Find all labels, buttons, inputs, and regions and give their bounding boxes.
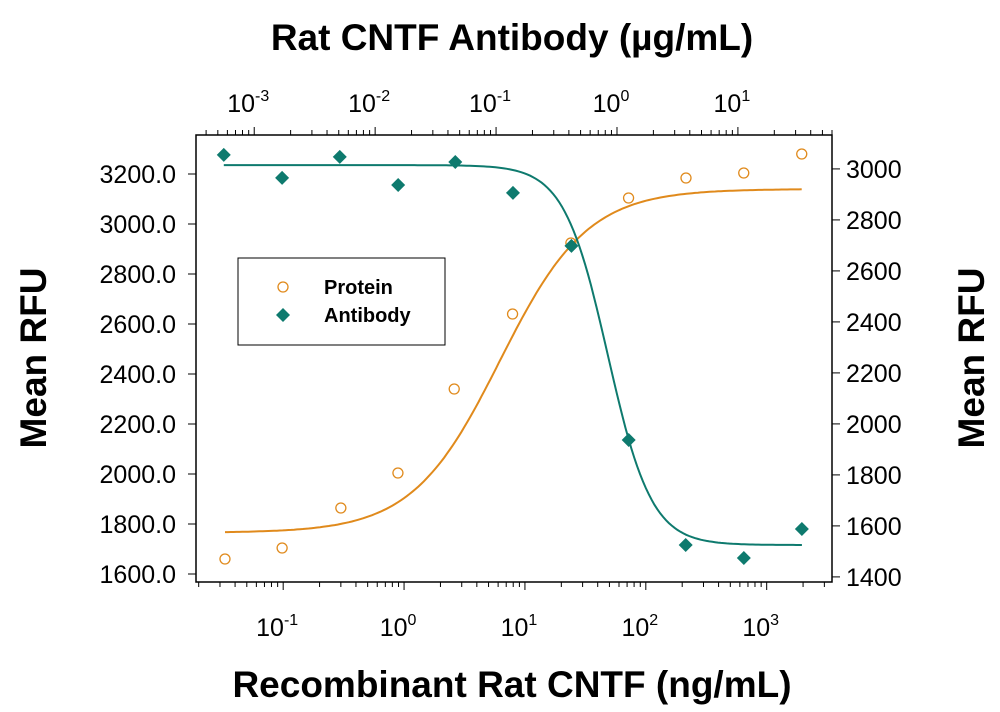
antibody-data-point xyxy=(391,177,406,192)
antibody-data-point xyxy=(505,185,520,200)
antibody-data-point xyxy=(794,521,809,536)
legend-protein-label: Protein xyxy=(324,277,393,299)
y2-axis-tick-label: 2200 xyxy=(846,360,902,388)
y2-axis-label: Mean RFU xyxy=(951,268,992,449)
x-axis-tick-label: 100 xyxy=(380,612,417,642)
antibody-data-point xyxy=(448,155,463,170)
y-axis-tick-label: 1600.0 xyxy=(100,561,176,589)
y2-axis-tick-label: 1400 xyxy=(846,564,902,592)
antibody-fit-curve xyxy=(223,164,802,546)
protein-data-point xyxy=(738,167,750,179)
y-axis-tick-label: 1800.0 xyxy=(100,511,176,539)
protein-data-point xyxy=(276,542,288,554)
protein-data-point xyxy=(448,383,460,395)
protein-data-point xyxy=(680,172,692,184)
y-axis-tick-label: 3000.0 xyxy=(100,211,176,239)
y2-axis-tick-label: 1800 xyxy=(846,462,902,490)
protein-data-point xyxy=(335,502,347,514)
antibody-data-point xyxy=(678,538,693,553)
x-axis-tick-label: 102 xyxy=(621,612,658,642)
x2-axis-tick-label: 10-1 xyxy=(469,88,511,118)
antibody-data-point xyxy=(564,238,579,253)
y2-axis-tick-label: 3000 xyxy=(846,156,902,184)
x2-axis-tick-label: 10-2 xyxy=(348,88,390,118)
y2-axis-tick-label: 2600 xyxy=(846,258,902,286)
legend-protein-marker xyxy=(277,281,289,293)
y-axis-tick-label: 2000.0 xyxy=(100,461,176,489)
antibody-data-point xyxy=(332,149,347,164)
protein-data-point xyxy=(622,192,635,204)
y2-axis-tick-label: 1600 xyxy=(846,513,902,541)
protein-data-point xyxy=(392,467,404,479)
y2-axis-tick-label: 2400 xyxy=(846,309,902,337)
protein-data-point xyxy=(219,553,231,565)
y2-axis-tick-label: 2800 xyxy=(846,207,902,235)
y-axis-tick-label: 2600.0 xyxy=(100,311,176,339)
x-axis-tick-label: 101 xyxy=(501,612,538,642)
antibody-data-point xyxy=(275,170,290,185)
x2-axis-tick-label: 101 xyxy=(714,88,751,118)
legend-antibody-label: Antibody xyxy=(324,305,412,327)
legend-box xyxy=(237,257,446,346)
antibody-data-point xyxy=(621,432,636,447)
legend: Protein Antibody xyxy=(237,257,446,346)
antibody-data-point xyxy=(736,551,751,566)
y-axis-tick-label: 2800.0 xyxy=(100,261,176,289)
y2-axis-tick-label: 2000 xyxy=(846,411,902,439)
protein-data-point xyxy=(796,148,808,160)
y-axis-label: Mean RFU xyxy=(13,268,54,449)
antibody-data-point xyxy=(216,147,231,162)
y-axis-tick-label: 2200.0 xyxy=(100,411,176,439)
x2-axis-tick-label: 10-3 xyxy=(227,88,269,118)
protein-fit-curve xyxy=(225,188,802,534)
chart-title: Rat CNTF Antibody (µg/mL) xyxy=(271,17,753,58)
y-axis-tick-label: 2400.0 xyxy=(100,361,176,389)
x-axis-tick-label: 10-1 xyxy=(256,612,298,642)
x2-axis-tick-label: 100 xyxy=(593,88,630,118)
plot-frame xyxy=(195,134,833,583)
legend-antibody-marker xyxy=(276,308,290,322)
protein-data-point xyxy=(506,308,519,320)
y-axis-tick-label: 3200.0 xyxy=(100,161,176,189)
x-axis-tick-label: 103 xyxy=(742,612,779,642)
x-axis-label: Recombinant Rat CNTF (ng/mL) xyxy=(232,664,791,705)
